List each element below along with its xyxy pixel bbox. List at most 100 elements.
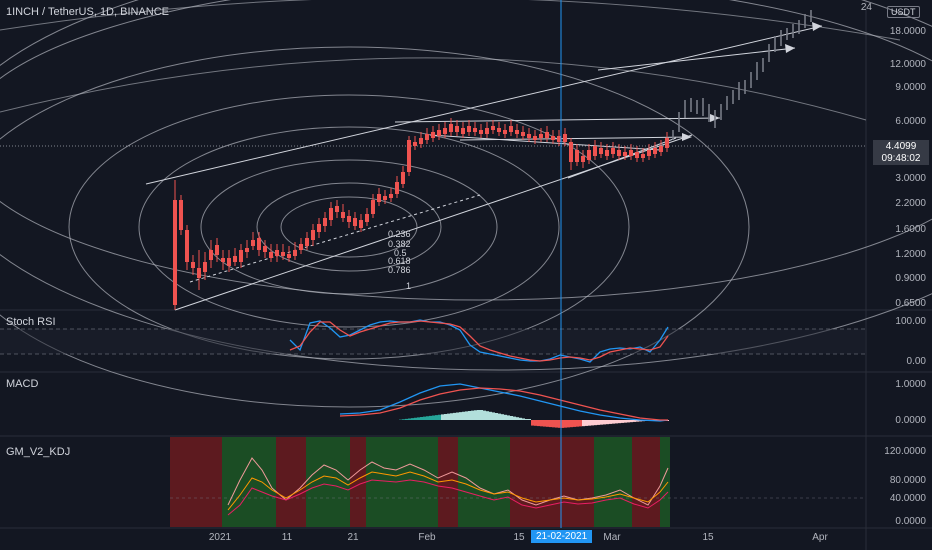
fib-label: 0.5 <box>394 248 407 258</box>
candle-body <box>437 130 441 136</box>
macd-histogram-bar <box>579 420 582 427</box>
crosshair-date-label: 21-02-2021 <box>531 530 593 543</box>
candle-body <box>335 206 339 212</box>
macd-histogram-bar <box>450 413 453 420</box>
price-tick: 0.6500 <box>895 298 926 309</box>
macd-histogram-bar <box>432 415 435 420</box>
candle-body <box>281 252 285 256</box>
stoch-axis-tick: 100.00 <box>895 316 926 327</box>
price-tick: 6.0000 <box>895 116 926 127</box>
candle-body <box>635 152 639 158</box>
candle-body <box>401 172 405 184</box>
candle-body <box>347 216 351 222</box>
kdj-title[interactable]: GM_V2_KDJ <box>6 446 71 458</box>
candle-body <box>479 130 483 134</box>
countdown-label: 09:48:02 <box>873 152 929 165</box>
candle-body <box>617 150 621 156</box>
trend-lines[interactable] <box>145 25 823 311</box>
macd-pane[interactable] <box>339 383 669 428</box>
candle-body <box>227 258 231 266</box>
candle-body <box>641 154 645 158</box>
candlesticks[interactable] <box>173 118 669 310</box>
candle-body <box>185 230 189 262</box>
candle-body <box>359 220 363 228</box>
macd-histogram-bar <box>459 412 462 420</box>
stoch-rsi-pane[interactable] <box>0 319 866 363</box>
candle-body <box>311 230 315 240</box>
kdj-axis-tick: 0.0000 <box>895 516 926 527</box>
candle-body <box>497 128 501 132</box>
macd-histogram-bar <box>615 420 618 424</box>
macd-histogram-bar <box>609 420 612 424</box>
candle-body <box>533 136 537 140</box>
kdj-pane[interactable] <box>170 437 866 527</box>
macd-histogram-bar <box>489 411 492 420</box>
macd-histogram-bar <box>504 414 507 420</box>
macd-histogram-bar <box>531 420 534 426</box>
candle-body <box>215 245 219 255</box>
currency-badge[interactable]: USDT <box>887 6 920 18</box>
macd-axis-tick: 0.0000 <box>895 415 926 426</box>
macd-histogram-bar <box>474 410 477 420</box>
candle-body <box>371 200 375 214</box>
candle-body <box>209 250 213 260</box>
macd-histogram-bar <box>483 410 486 420</box>
macd-title[interactable]: MACD <box>6 378 39 390</box>
time-tick: 15 <box>513 532 525 543</box>
candle-body <box>599 148 603 154</box>
macd-histogram-bar <box>594 420 597 426</box>
candle-body <box>563 134 567 142</box>
candle-body <box>365 214 369 222</box>
candle-body <box>665 138 669 148</box>
macd-histogram-bar <box>549 420 552 428</box>
macd-histogram-bar <box>516 417 519 420</box>
candle-body <box>287 254 291 258</box>
macd-histogram-bar <box>522 418 525 420</box>
macd-histogram-bar <box>588 420 591 426</box>
macd-histogram-bar <box>468 411 471 420</box>
symbol-title[interactable]: 1INCH / TetherUS, 1D, BINANCE <box>6 6 170 18</box>
candle-body <box>251 240 255 246</box>
price-tick: 1.2000 <box>895 249 926 260</box>
macd-histogram-bar <box>402 419 405 420</box>
macd-histogram-bar <box>558 420 561 428</box>
candle-body <box>299 244 303 250</box>
candle-body <box>503 130 507 134</box>
macd-histogram-bar <box>633 420 636 422</box>
candle-body <box>221 258 225 262</box>
candle-body <box>395 182 399 194</box>
fib-label: 1 <box>406 281 412 291</box>
time-tick: Apr <box>812 532 828 543</box>
macd-histogram-bar <box>471 410 474 420</box>
kdj-axis-tick: 40.0000 <box>889 493 926 504</box>
macd-histogram-bar <box>528 419 531 420</box>
candle-body <box>203 262 207 272</box>
macd-histogram-bar <box>564 420 567 428</box>
fib-circles[interactable] <box>0 0 932 408</box>
macd-axis-tick: 1.0000 <box>895 379 926 390</box>
candle-body <box>377 194 381 202</box>
candle-body <box>539 134 543 138</box>
macd-histogram-bar <box>561 420 564 428</box>
macd-histogram-bar <box>417 417 420 420</box>
arrowheads <box>682 22 822 141</box>
macd-histogram-bar <box>585 420 588 426</box>
candle-body <box>407 140 411 172</box>
candle-body <box>659 146 663 152</box>
candle-body <box>317 224 321 232</box>
macd-histogram-bar <box>465 411 468 420</box>
candle-body <box>389 194 393 198</box>
candle-body <box>581 156 585 162</box>
candle-body <box>173 200 177 305</box>
stoch-rsi-title[interactable]: Stoch RSI <box>6 316 56 328</box>
macd-histogram-bar <box>480 410 483 420</box>
macd-histogram-bar <box>495 413 498 420</box>
candle-body <box>587 150 591 160</box>
macd-histogram-bar <box>462 411 465 420</box>
macd-histogram-bar <box>540 420 543 427</box>
macd-histogram-bar <box>606 420 609 425</box>
macd-histogram-bar <box>543 420 546 427</box>
candle-body <box>419 138 423 144</box>
stoch-axis-tick: 0.00 <box>906 356 926 367</box>
